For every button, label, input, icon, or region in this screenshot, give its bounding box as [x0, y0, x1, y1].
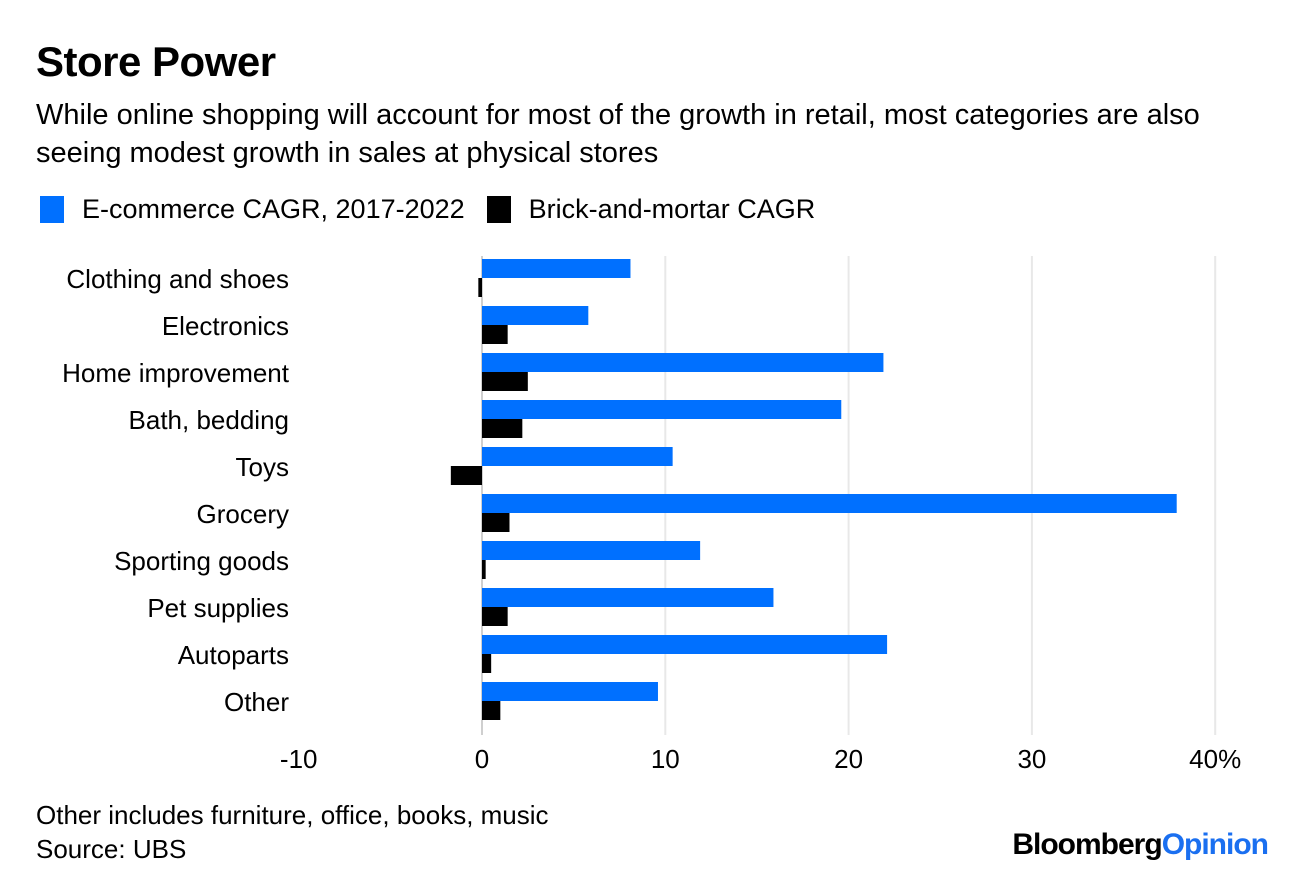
bar-brick-and-mortar — [482, 513, 510, 532]
x-tick-label: 30 — [1017, 744, 1046, 774]
legend-label-ecommerce: E-commerce CAGR, 2017-2022 — [82, 194, 465, 224]
footnote-source: Source: UBS — [36, 834, 187, 864]
legend-item-brick: Brick-and-mortar CAGR — [486, 194, 816, 225]
bar-brick-and-mortar — [482, 372, 528, 391]
x-tick-label: -10 — [280, 744, 318, 774]
x-tick-label: 10 — [651, 744, 680, 774]
bloomberg-opinion-logo: BloombergOpinion — [1012, 828, 1269, 862]
chart-title: Store Power — [36, 38, 276, 85]
legend-item-ecommerce: E-commerce CAGR, 2017-2022 — [40, 194, 465, 225]
brand-opinion: Opinion — [1161, 828, 1269, 861]
category-label: Pet supplies — [147, 593, 289, 623]
bar-brick-and-mortar — [482, 560, 486, 579]
bar-ecommerce — [482, 635, 888, 654]
chart-subtitle: While online shopping will account for m… — [36, 99, 1200, 169]
legend-swatch-brick — [486, 196, 511, 223]
footnote: Other includes furniture, office, books,… — [36, 798, 549, 866]
bar-brick-and-mortar — [482, 419, 523, 438]
bar-brick-and-mortar — [482, 325, 508, 344]
x-tick-label: 40% — [1189, 744, 1241, 774]
bar-brick-and-mortar — [482, 607, 508, 626]
legend-label-brick: Brick-and-mortar CAGR — [528, 194, 816, 224]
category-label: Other — [224, 687, 289, 717]
category-label: Autoparts — [178, 640, 289, 670]
x-tick-labels: -10 0 10 20 30 40% — [280, 744, 1241, 774]
bar-ecommerce — [482, 306, 589, 325]
x-tick-label: 0 — [475, 744, 489, 774]
category-labels: Clothing and shoes Electronics Home improv… — [62, 264, 290, 717]
category-label: Toys — [236, 452, 289, 482]
bar-ecommerce — [482, 588, 774, 607]
bars — [450, 259, 1177, 720]
bar-ecommerce — [482, 447, 673, 466]
category-label: Sporting goods — [114, 546, 289, 576]
category-label: Home improvement — [62, 358, 290, 388]
bar-ecommerce — [482, 541, 701, 560]
category-label: Electronics — [162, 311, 289, 341]
bar-ecommerce — [482, 259, 631, 278]
bar-brick-and-mortar — [478, 278, 482, 297]
category-label: Clothing and shoes — [66, 264, 289, 294]
footnote-note: Other includes furniture, office, books,… — [36, 800, 549, 830]
legend-swatch-ecommerce — [40, 196, 64, 223]
bar-ecommerce — [482, 494, 1177, 513]
bar-brick-and-mortar — [482, 654, 492, 673]
brand-bloomberg: Bloomberg — [1012, 828, 1162, 861]
legend: E-commerce CAGR, 2017-2022 Brick-and-mor… — [40, 194, 837, 225]
bar-brick-and-mortar — [482, 701, 501, 720]
x-tick-label: 20 — [834, 744, 863, 774]
category-label: Grocery — [197, 499, 289, 529]
bar-brick-and-mortar — [450, 466, 482, 485]
bar-ecommerce — [482, 682, 658, 701]
bar-ecommerce — [482, 400, 842, 419]
category-label: Bath, bedding — [129, 405, 289, 435]
bar-ecommerce — [482, 353, 884, 372]
